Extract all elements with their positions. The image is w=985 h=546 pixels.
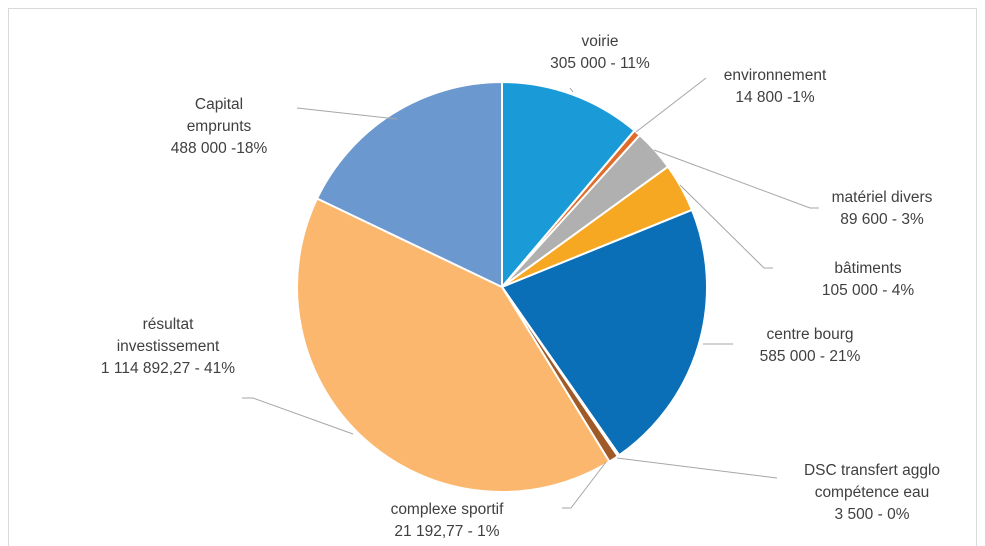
leader-line-3 [679, 184, 773, 269]
leader-line-7 [242, 397, 354, 435]
leader-line-0 [569, 87, 574, 93]
slice-label-line: voirie [581, 33, 618, 50]
slice-label-line: 1 114 892,27 - 41% [101, 360, 235, 377]
slice-label-line: 89 600 - 3% [840, 211, 924, 228]
slice-label-line: centre bourg [766, 326, 853, 343]
slice-label-line: complexe sportif [391, 501, 505, 518]
slice-label-line: résultat [143, 316, 195, 333]
pie-slice-0 [501, 81, 636, 288]
slice-label-line: compétence eau [815, 484, 930, 501]
slice-label-5: DSC transfert agglo compétence eau 3 500 -… [804, 462, 940, 523]
slice-label-7: résultat investissement 1 114 892,27 - 41% [101, 316, 235, 377]
slice-label-0: voirie 305 000 - 11% [550, 33, 650, 72]
slice-label-line: bâtiments [834, 260, 901, 277]
chart-frame [8, 8, 977, 546]
leader-line-2 [653, 149, 819, 209]
leader-line-1 [635, 77, 707, 133]
slice-label-line: investissement [117, 338, 220, 355]
slice-label-line: Capital [195, 96, 243, 113]
slice-label-3: bâtiments 105 000 - 4% [822, 260, 914, 299]
slice-label-line: 105 000 - 4% [822, 282, 914, 299]
pie-slice-8 [316, 81, 503, 288]
slice-label-line: environnement [724, 67, 827, 84]
leader-line-8 [296, 107, 398, 120]
slice-label-line: DSC transfert agglo [804, 462, 940, 479]
slice-label-line: 488 000 -18% [171, 140, 268, 157]
leader-line-6 [562, 461, 607, 509]
slice-label-line: 305 000 - 11% [550, 55, 650, 72]
slice-label-1: environnement 14 800 -1% [724, 67, 827, 106]
leader-line-5 [616, 457, 778, 479]
slice-label-6: complexe sportif 21 192,77 - 1% [391, 501, 505, 540]
slice-label-4: centre bourg 585 000 - 21% [760, 326, 861, 365]
slice-label-line: 3 500 - 0% [835, 506, 910, 523]
slice-label-line: 14 800 -1% [735, 89, 814, 106]
pie-slice-4 [501, 208, 708, 457]
slice-label-line: 21 192,77 - 1% [394, 523, 499, 540]
slice-label-line: matériel divers [832, 189, 933, 206]
slice-label-8: Capital emprunts 488 000 -18% [171, 96, 268, 157]
slice-label-line: emprunts [187, 118, 252, 135]
slice-label-2: matériel divers 89 600 - 3% [832, 189, 933, 228]
pie-slice-7 [296, 197, 611, 493]
slice-label-line: 585 000 - 21% [760, 348, 861, 365]
